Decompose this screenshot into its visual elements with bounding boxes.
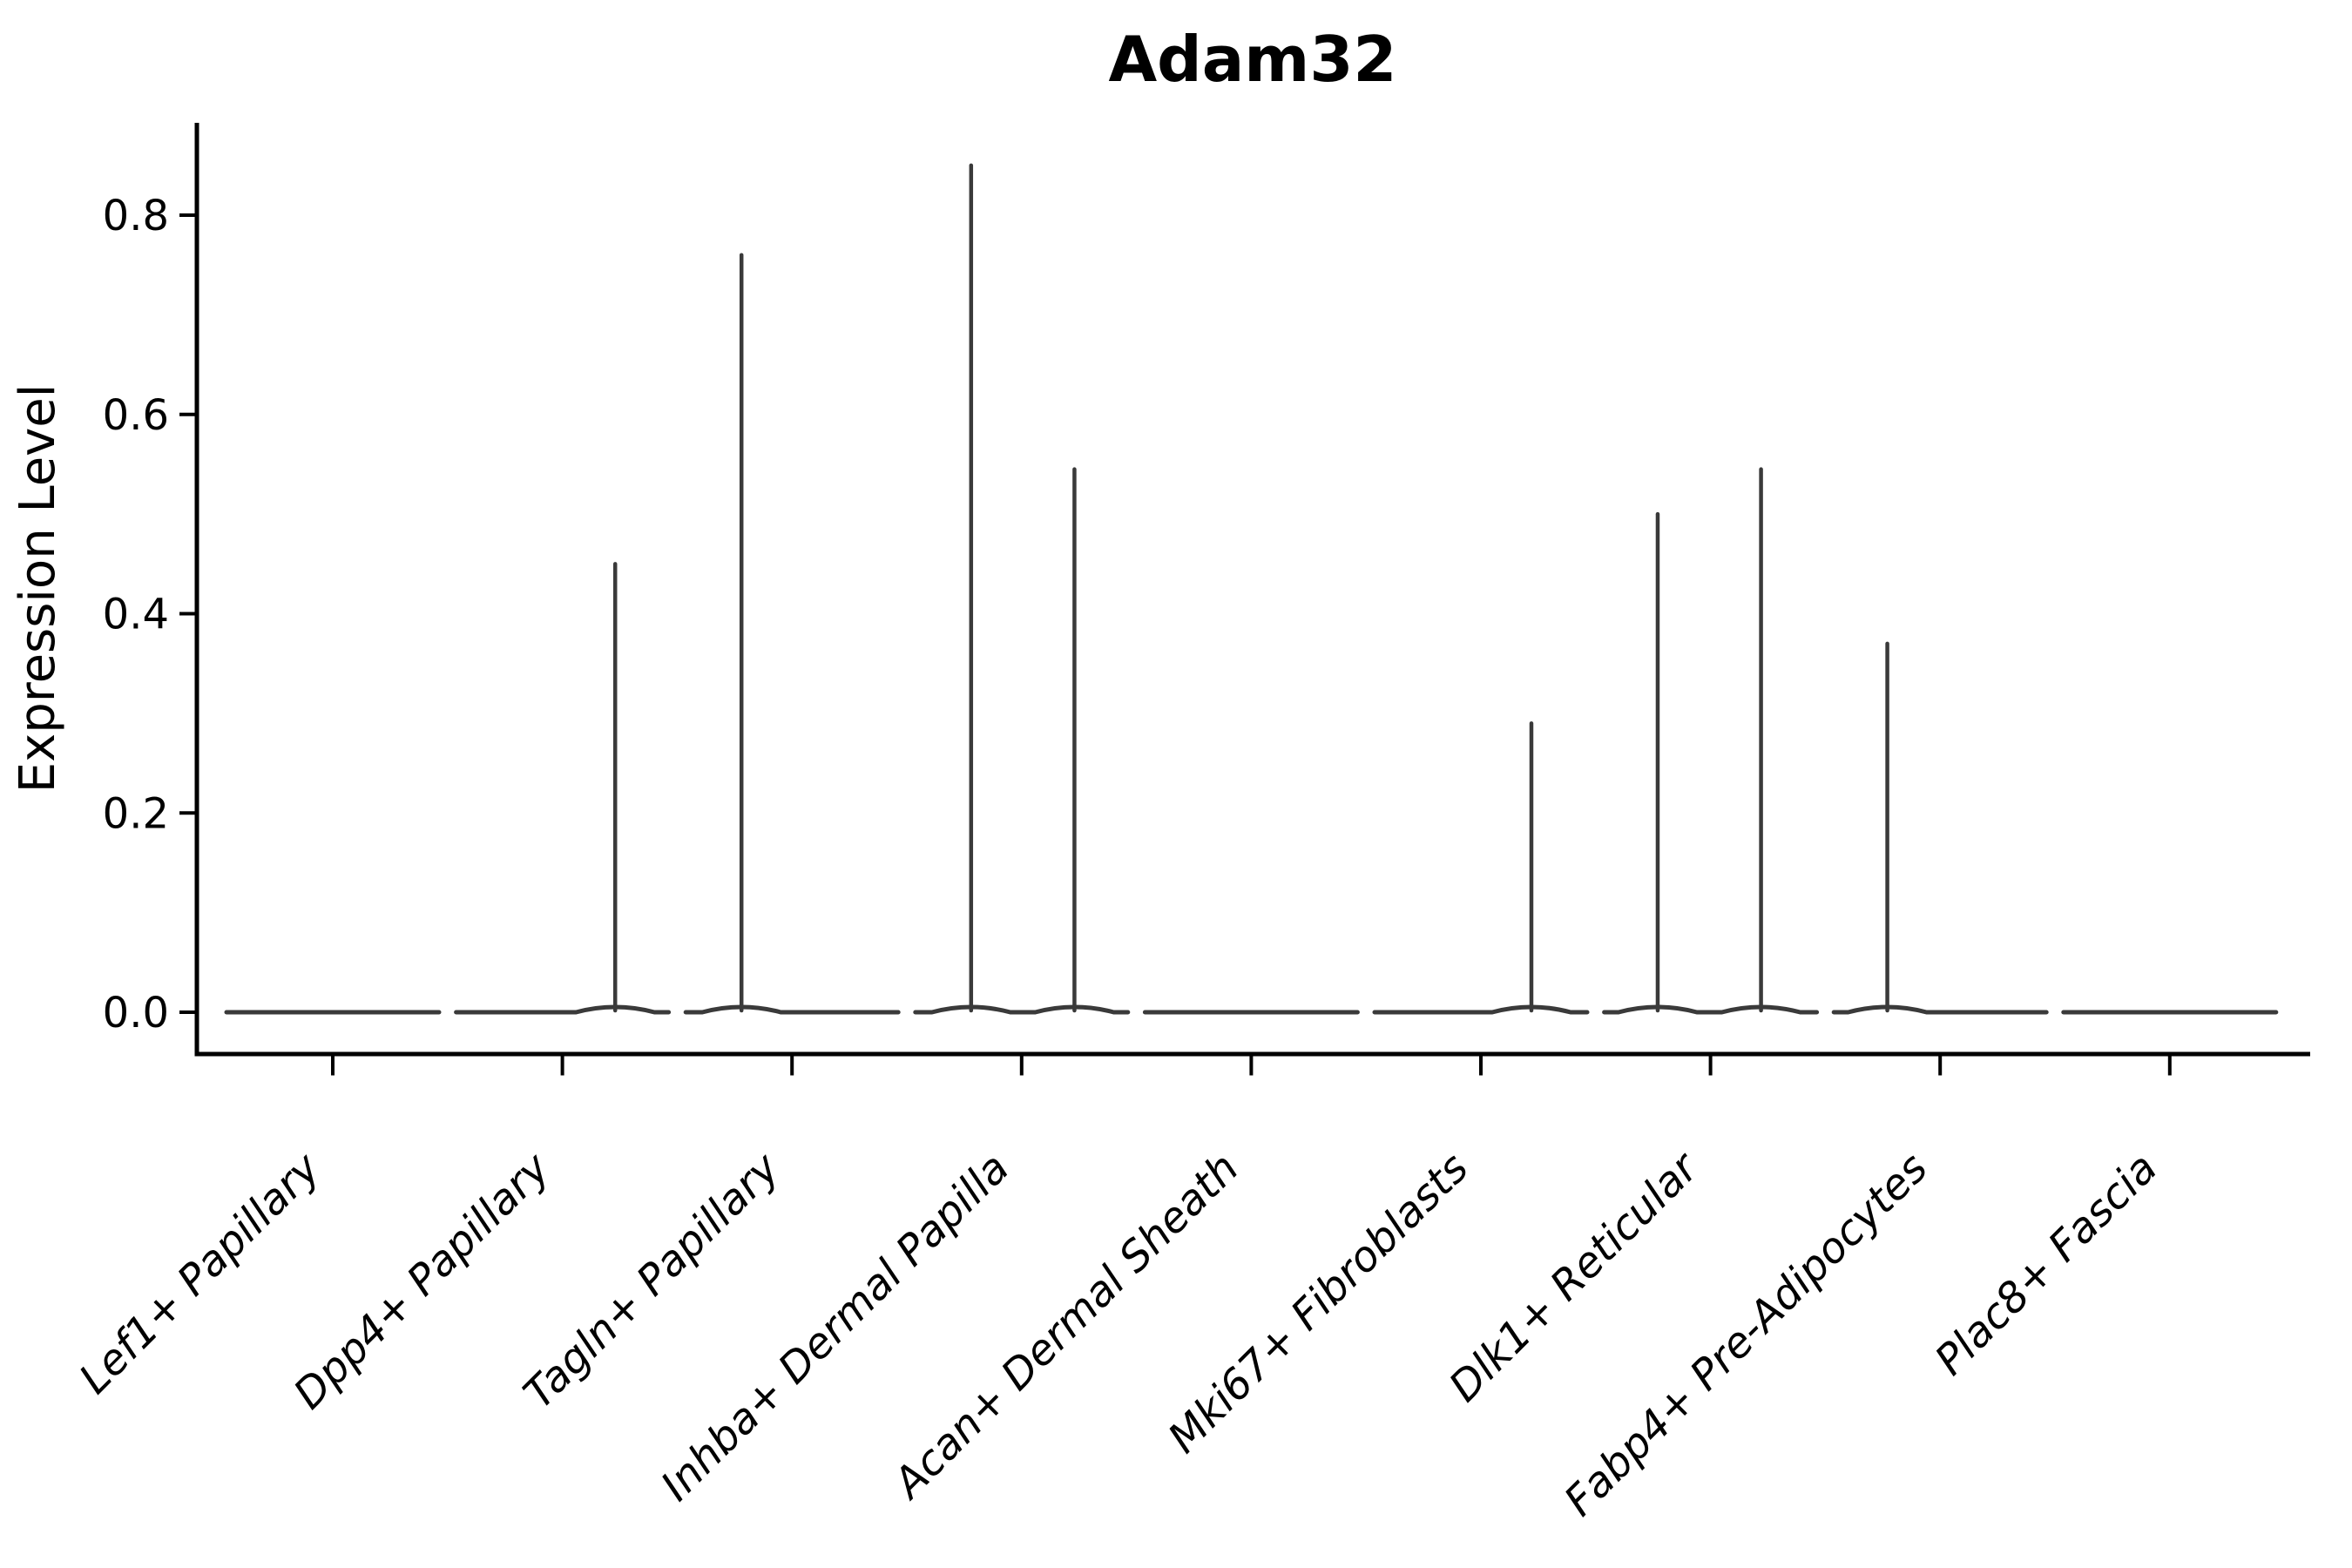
- y-axis-label: Expression Level: [10, 384, 66, 794]
- x-tick-label: Tagln+ Papillary: [514, 1143, 789, 1418]
- violin-2: [454, 562, 672, 1015]
- x-tick-label: Lef1+ Papillary: [70, 1143, 330, 1403]
- violin-body: [454, 1004, 672, 1015]
- violin-8: [1831, 641, 2049, 1015]
- x-tick-label: Fabp4+ Pre-Adipocytes: [1555, 1144, 1937, 1526]
- violin-body: [1602, 1004, 1820, 1015]
- x-tick-label: Plac8+ Fascia: [1926, 1144, 2167, 1385]
- violin-body: [683, 1004, 901, 1015]
- violin-6: [1372, 721, 1590, 1015]
- y-tick-label: 0.2: [103, 789, 169, 838]
- y-tick-label: 0.8: [103, 192, 169, 240]
- x-tick-label: Dlk1+ Reticular: [1440, 1142, 1710, 1412]
- violin-3: [683, 253, 901, 1015]
- violin-7: [1602, 467, 1820, 1015]
- violin-4: [913, 163, 1131, 1015]
- violin-body: [1372, 1004, 1590, 1015]
- y-tick-label: 0.0: [103, 989, 169, 1037]
- x-tick-label: Dpp4+ Papillary: [284, 1143, 559, 1418]
- chart-title: Adam32: [1108, 23, 1397, 96]
- violin-body: [913, 1004, 1131, 1015]
- violin-body: [1831, 1004, 2049, 1015]
- y-tick-label: 0.4: [103, 591, 169, 639]
- y-tick-label: 0.6: [103, 391, 169, 440]
